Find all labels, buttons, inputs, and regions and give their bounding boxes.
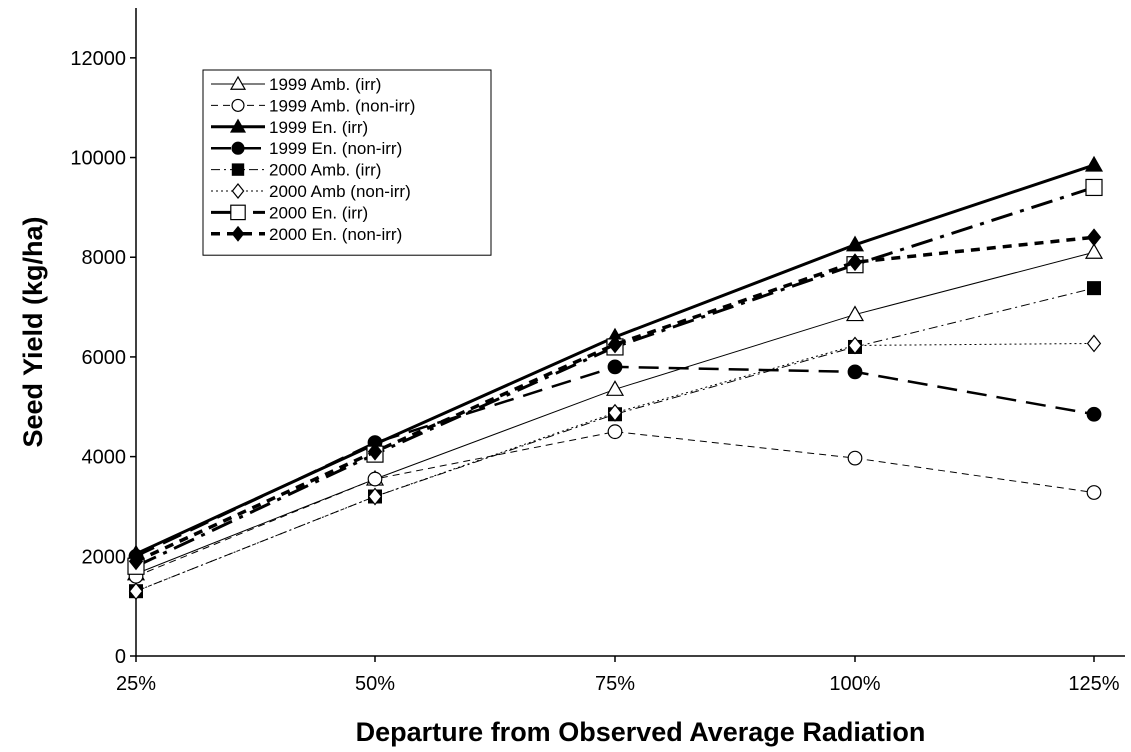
- y-tick-label: 10000: [70, 148, 126, 170]
- legend-marker: [229, 118, 247, 133]
- legend-entry: 1999 Amb. (irr): [211, 75, 381, 94]
- legend-label: 1999 En. (non-irr): [269, 139, 402, 158]
- legend-entry: 2000 Amb (non-irr): [211, 182, 411, 201]
- data-point: [847, 364, 863, 380]
- data-point: [607, 335, 623, 354]
- legend-marker: [230, 204, 246, 221]
- legend-label: 2000 En. (irr): [269, 203, 368, 222]
- x-tick-label: 75%: [595, 673, 635, 695]
- data-point: [367, 487, 383, 506]
- data-point: [1084, 243, 1104, 259]
- y-tick-label: 6000: [82, 347, 127, 369]
- legend-label: 2000 Amb (non-irr): [269, 182, 411, 201]
- legend-label: 1999 Amb. (irr): [269, 75, 381, 94]
- legend-entry: 1999 En. (non-irr): [211, 139, 402, 158]
- legend-marker: [231, 183, 245, 199]
- y-tick-label: 2000: [82, 546, 127, 568]
- axes: 0 2000 4000 6000 8000 10000 12000 25% 50% 75% 100%…: [70, 8, 1125, 695]
- x-tick-label: 50%: [355, 673, 395, 695]
- legend-marker: [231, 98, 245, 112]
- legend-label: 2000 En. (non-irr): [269, 225, 402, 244]
- legend-entry: 2000 Amb. (irr): [211, 161, 381, 180]
- data-point: [128, 582, 144, 601]
- legend-label: 1999 Amb. (non-irr): [269, 96, 415, 115]
- y-tick-label: 8000: [82, 247, 127, 269]
- series-line: [135, 431, 1095, 577]
- legend-marker: [231, 225, 245, 242]
- data-point: [1086, 228, 1102, 247]
- series-line: [135, 186, 1095, 568]
- data-point: [367, 471, 383, 487]
- legend-entry: 1999 En. (irr): [211, 118, 368, 137]
- data-point: [847, 253, 863, 272]
- legend-label: 2000 Amb. (irr): [269, 161, 381, 180]
- data-point: [1086, 485, 1102, 500]
- data-point: [1086, 406, 1102, 422]
- x-axis-title: Departure from Observed Average Radiatio…: [356, 717, 926, 747]
- data-point: [1084, 155, 1104, 172]
- x-tick-label: 100%: [829, 673, 880, 695]
- series-layer: [126, 155, 1104, 601]
- data-point: [847, 450, 863, 466]
- legend-entry: 2000 En. (irr): [211, 203, 368, 222]
- data-point: [607, 359, 623, 375]
- y-axis-title: Seed Yield (kg/ha): [18, 216, 48, 447]
- legend: 1999 Amb. (irr) 1999 Amb. (non-irr) 1999 E…: [202, 69, 492, 256]
- legend-marker: [231, 141, 245, 155]
- y-tick-label: 4000: [82, 447, 127, 469]
- legend-box: [202, 69, 492, 256]
- data-point: [607, 424, 623, 440]
- data-point: [845, 235, 865, 252]
- data-point: [607, 403, 623, 422]
- y-tick-label: 12000: [70, 48, 126, 70]
- series-2: [128, 424, 1102, 584]
- series-8: [128, 228, 1102, 571]
- data-point: [128, 552, 144, 571]
- y-tick-label: 0: [115, 646, 126, 668]
- series-line: [135, 235, 1095, 563]
- x-tick-label: 25%: [116, 673, 156, 695]
- legend-marker: [231, 163, 245, 176]
- legend-label: 1999 En. (irr): [269, 118, 368, 137]
- legend-entry: 2000 En. (non-irr): [211, 225, 402, 244]
- data-point: [845, 305, 865, 322]
- data-point: [605, 380, 625, 396]
- legend-entry: 1999 Amb. (non-irr): [211, 96, 415, 115]
- data-point: [1086, 281, 1101, 296]
- data-point: [847, 336, 863, 355]
- data-point: [1085, 178, 1103, 197]
- x-tick-label: 125%: [1068, 673, 1119, 695]
- series-6: [128, 334, 1102, 601]
- legend-marker: [229, 75, 247, 90]
- data-point: [1086, 334, 1102, 353]
- data-point: [367, 442, 383, 461]
